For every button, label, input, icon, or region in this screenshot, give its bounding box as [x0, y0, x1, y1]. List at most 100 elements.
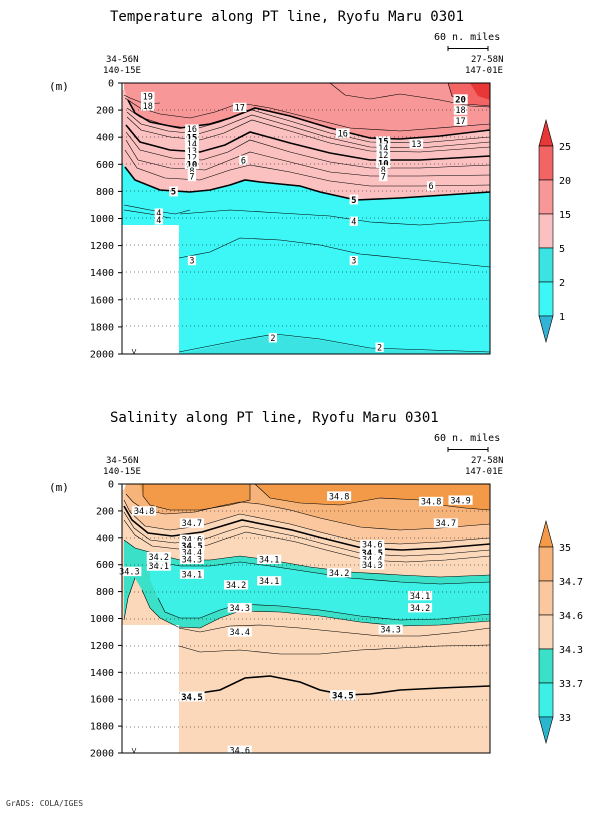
temperature-contour-label: 12 [187, 154, 197, 164]
salinity-contour-label-bg [408, 590, 433, 601]
salinity-contour-label-bg [257, 576, 282, 586]
salinity-contour-label-bg [378, 624, 403, 634]
temperature-y-tick-label: 800 [96, 187, 114, 198]
salinity-contour-label-bg [330, 690, 356, 701]
temperature-colorbar-segment [538, 281, 554, 317]
salinity-y-tick-label: 1800 [90, 722, 114, 733]
temperature-y-tick-label: 1800 [90, 322, 114, 333]
temperature-contour-label: 4 [156, 209, 161, 219]
salinity-contour-label: 34.3 [362, 561, 382, 571]
salinity-colorbar-segment [538, 614, 554, 650]
temperature-title: Temperature along PT line, Ryofu Maru 03… [110, 9, 464, 25]
salinity-panel: Salinity along PT line, Ryofu Maru 0301 … [49, 410, 583, 760]
salinity-contour-label-bg [419, 496, 444, 507]
temperature-fill [122, 83, 490, 354]
salinity-contour-label-bg [224, 580, 249, 590]
temperature-contour-label-bg [376, 150, 391, 160]
temperature-contour-label-bg [185, 124, 199, 134]
salinity-colorbar-label: 34.7 [559, 577, 583, 588]
salinity-contour-label: 34.1 [182, 570, 202, 580]
salinity-y-tick-label: 1000 [90, 614, 114, 625]
salinity-contour-label-bg [227, 603, 252, 613]
temperature-y-tick-label: 600 [96, 160, 114, 171]
salinity-contour-label: 34.1 [259, 555, 279, 565]
salinity-contour-label-bg [179, 518, 204, 528]
salinity-y-tick-label: 600 [96, 560, 114, 571]
temperature-contour-label-bg [140, 91, 155, 102]
temperature-contour-label-bg [187, 255, 197, 266]
temperature-contour-label: 3 [189, 257, 194, 267]
salinity-contour-label-bg [360, 539, 385, 550]
salinity-y-tick-label: 1200 [90, 641, 114, 652]
temperature-contour-label-bg [232, 102, 247, 113]
salinity-contour-label: 34.5 [361, 549, 383, 559]
salinity-contour-label: 34.2 [410, 604, 430, 614]
temperature-contour-label: 16 [338, 129, 348, 139]
salinity-left-lon: 140-15E [103, 467, 141, 477]
temperature-contour-label-bg [268, 333, 278, 343]
salinity-contour-label-bg [146, 561, 171, 571]
temperature-colorbar-label: 25 [559, 142, 571, 153]
salinity-contour-label: 34.8 [329, 492, 349, 502]
temperature-y-ticks: 0 200 400 600 800 1000 1200 1400 1600 1800 2000 [90, 79, 122, 361]
temperature-contour-label-bg [169, 186, 178, 197]
salinity-contour-label: 34.4 [230, 628, 250, 638]
salinity-y-tick-label: 1600 [90, 695, 114, 706]
temperature-contour-label: 14 [187, 140, 197, 150]
temperature-contour-label-bg [376, 157, 391, 168]
temperature-contour-label: 15 [186, 134, 197, 144]
salinity-colorbar-top-arrow [538, 519, 554, 548]
salinity-right-lat: 27-58N [471, 456, 504, 466]
salinity-contour-label-bg [448, 495, 473, 505]
salinity-scale-bar [447, 447, 489, 452]
salinity-contour-labels: 34.834.834.8 34.934.7 34.734.634.634.534.5… [117, 491, 473, 756]
salinity-contour-label: 34.3 [119, 568, 139, 578]
salinity-contour-label: 34.3 [230, 604, 250, 614]
temperature-contour-label: 10 [186, 161, 197, 171]
salinity-contour-lines [123, 484, 490, 696]
salinity-contour-label: 34.5 [181, 542, 203, 552]
salinity-contour-label: 34.3 [182, 555, 202, 565]
temperature-contour-label: 3 [351, 257, 356, 267]
temperature-contour-label-bg [187, 166, 197, 176]
salinity-title: Salinity along PT line, Ryofu Maru 0301 [110, 410, 439, 426]
temperature-colorbar-label: 2 [559, 278, 565, 289]
salinity-contour-label: 34.8 [421, 498, 441, 508]
temperature-contour-label: 16 [187, 125, 197, 135]
temperature-colorbar-top-arrow [538, 118, 554, 147]
salinity-contour-label-bg [360, 554, 385, 564]
temperature-y-tick-label: 1400 [90, 268, 114, 279]
salinity-contour-label-bg [179, 691, 205, 702]
footer-credit: GrADS: COLA/IGES [6, 799, 83, 808]
temperature-y-tick-label: 400 [96, 133, 114, 144]
salinity-contour-label: 34.6 [182, 535, 202, 545]
temperature-colorbar-label: 5 [559, 244, 565, 255]
salinity-scale-label: 60 n. miles [434, 433, 500, 444]
temperature-contour-label: 17 [235, 104, 245, 114]
temperature-contour-label-bg [185, 152, 199, 163]
temperature-colorbar-label: 20 [559, 176, 571, 187]
salinity-contour-label: 34.2 [149, 553, 169, 563]
temperature-contour-label-bg [140, 101, 155, 111]
salinity-y-tick-label: 1400 [90, 668, 114, 679]
salinity-contour-label-bg [359, 547, 385, 558]
salinity-contour-label: 34.6 [230, 746, 250, 756]
salinity-contour-label: 34.7 [436, 519, 456, 529]
salinity-contour-label-bg [179, 540, 205, 551]
salinity-y-tick-label: 400 [96, 533, 114, 544]
temperature-contour-label-bg [336, 128, 350, 138]
temperature-colorbar-segment [538, 247, 554, 283]
temperature-contour-label: 18 [143, 102, 153, 112]
temperature-contour-label-bg [376, 136, 391, 147]
salinity-contour-label: 34.2 [226, 581, 246, 591]
temperature-contour-label: 4 [156, 216, 161, 226]
temperature-contour-label-bg [239, 155, 248, 165]
salinity-colorbar-segment [538, 648, 554, 684]
salinity-contour-label-bg [227, 745, 252, 755]
temperature-contour-label-bg [376, 143, 391, 153]
temperature-contour-label-bg [185, 146, 199, 156]
salinity-colorbar-label: 34.3 [559, 645, 583, 656]
temperature-colorbar-label: 1 [559, 312, 565, 323]
salinity-contour-label-bg [408, 603, 433, 613]
temperature-colorbar: 25 20 15 5 2 1 [538, 118, 571, 344]
